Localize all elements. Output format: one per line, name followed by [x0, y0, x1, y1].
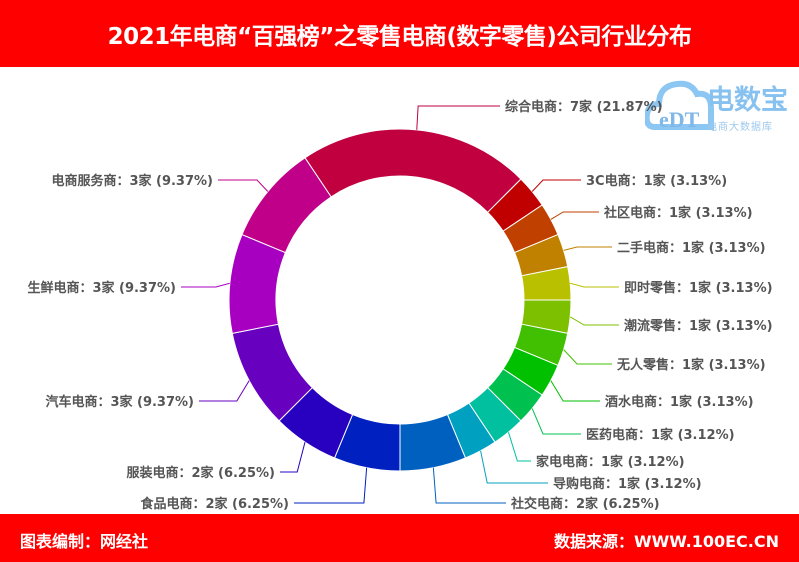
leader-line-6: [569, 316, 619, 326]
svg-text:eDT: eDT: [659, 107, 700, 132]
leader-line-1: [416, 105, 500, 130]
slice-label-15: 汽车电商：3家 (9.37%): [45, 394, 194, 410]
slice-label-11: 导购电商：1家 (3.12%): [553, 476, 702, 492]
slice-17[interactable]: [241, 157, 332, 254]
slice-label-1: 综合电商：7家 (21.87%): [505, 99, 663, 115]
leader-line-9: [531, 408, 581, 435]
slice-label-16: 生鲜电商：3家 (9.37%): [27, 280, 176, 296]
chart-title-bar: 2021年电商“百强榜”之零售电商(数字零售)公司行业分布: [0, 0, 799, 67]
leader-line-16: [181, 282, 230, 288]
cloud-logo-icon: eDT: [645, 80, 714, 132]
leader-line-3: [550, 211, 599, 220]
leader-line-2: [531, 179, 581, 192]
slice-label-3: 社区电商：1家 (3.13%): [603, 205, 753, 221]
slice-label-14: 服装电商：2家 (6.25%): [126, 465, 275, 481]
slice-1[interactable]: [304, 128, 522, 214]
leader-line-10: [508, 432, 531, 462]
logo: eDT 电数宝 电商大数据库: [645, 72, 795, 133]
slice-label-7: 无人零售：1家 (3.13%): [616, 357, 766, 373]
slice-label-4: 二手电商：1家 (3.13%): [617, 240, 766, 256]
leader-line-4: [563, 246, 612, 251]
logo-subtitle: 电商大数据库: [707, 122, 773, 133]
slice-label-9: 医药电商：1家 (3.12%): [586, 427, 735, 443]
slice-label-2: 3C电商：1家 (3.13%): [586, 173, 727, 189]
leader-line-12: [432, 467, 506, 504]
logo-name: 电数宝: [707, 85, 788, 116]
leader-line-13: [294, 467, 368, 504]
leader-line-7: [563, 349, 612, 365]
chart-title: 2021年电商“百强榜”之零售电商(数字零售)公司行业分布: [107, 23, 692, 50]
leader-line-8: [550, 380, 600, 402]
leader-line-17: [218, 179, 269, 192]
leader-line-11: [480, 450, 548, 484]
slice-label-6: 潮流零售：1家 (3.13%): [624, 318, 773, 334]
slice-label-17: 电商服务商：3家 (9.37%): [51, 173, 213, 189]
leader-line-14: [280, 442, 306, 473]
footer-credit: 图表编制：网经社: [20, 532, 149, 551]
slice-label-8: 酒水电商：1家 (3.13%): [605, 394, 754, 410]
leader-line-15: [199, 380, 250, 402]
slice-label-12: 社交电商：2家 (6.25%): [510, 496, 660, 512]
slice-label-13: 食品电商：2家 (6.25%): [140, 496, 289, 512]
slice-label-10: 家电电商：1家 (3.12%): [536, 454, 685, 470]
footer-bar: 图表编制：网经社 数据来源：WWW.100EC.CN: [0, 514, 799, 562]
leader-line-5: [570, 282, 619, 288]
footer-source: 数据来源：WWW.100EC.CN: [553, 532, 779, 551]
slice-label-5: 即时零售：1家 (3.13%): [624, 280, 773, 296]
